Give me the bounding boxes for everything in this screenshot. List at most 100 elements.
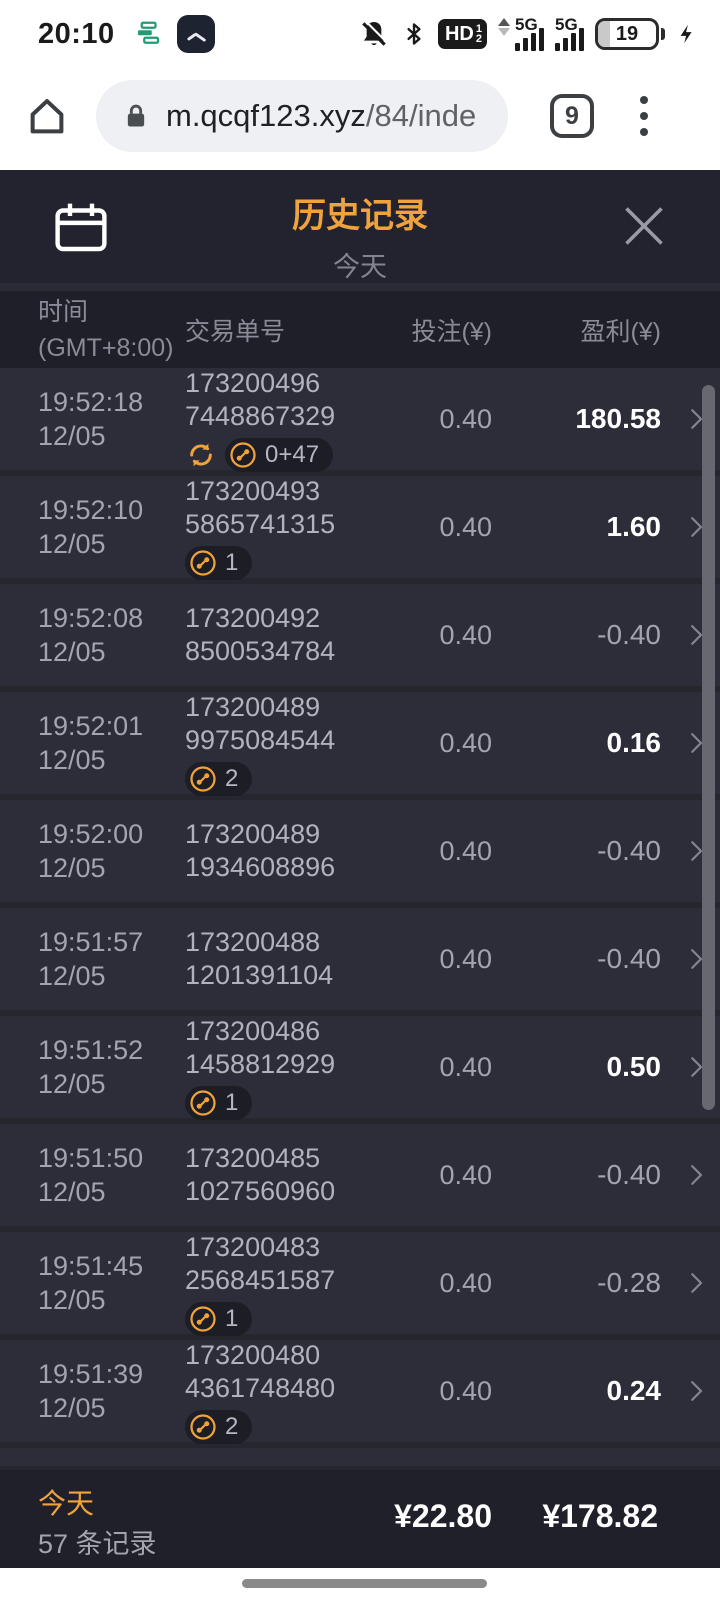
chevron-right-icon[interactable]: [672, 404, 720, 434]
refresh-icon: [185, 439, 217, 471]
signal-sim1-icon: 5G: [515, 15, 544, 51]
swap-icon: [228, 440, 258, 470]
row-bet: 0.40: [439, 1375, 492, 1406]
home-button[interactable]: [24, 93, 70, 139]
badge-count: 1: [225, 548, 239, 576]
chevron-right-icon[interactable]: [672, 1376, 720, 1406]
battery-icon: 19: [595, 18, 665, 50]
row-date: 12/05: [38, 1393, 106, 1423]
table-row[interactable]: 19:51:57 12/05 173200488 1201391104 0.40…: [0, 908, 720, 1010]
chevron-right-icon[interactable]: [672, 620, 720, 650]
row-date: 12/05: [38, 853, 106, 883]
table-row[interactable]: 19:52:18 12/05 173200496 7448867329: [0, 368, 720, 472]
chevron-right-icon[interactable]: [672, 944, 720, 974]
row-date: 12/05: [38, 421, 106, 451]
badge-count: 2: [225, 1412, 239, 1440]
table-row[interactable]: 19:52:01 12/05 173200489 9975084544: [0, 691, 720, 796]
order-line1: 173200489: [185, 691, 321, 722]
chevron-right-icon[interactable]: [672, 836, 720, 866]
badge-pill: 0+47: [225, 437, 334, 472]
order-line2: 1458812929: [185, 1048, 336, 1079]
row-date: 12/05: [38, 1285, 106, 1315]
notifications-muted-icon: [358, 18, 390, 50]
badge-pill: 2: [185, 1409, 253, 1444]
page-subtitle: 今天: [333, 252, 387, 282]
lock-icon: [122, 101, 150, 131]
footer-profit-total: ¥178.82: [542, 1498, 658, 1534]
order-line1: 173200483: [185, 1231, 321, 1262]
row-badges: 2: [185, 1409, 372, 1444]
row-profit: 0.50: [606, 1051, 662, 1082]
page-title: 历史记录: [292, 197, 428, 235]
gesture-handle[interactable]: [242, 1579, 487, 1588]
partial-row: [0, 1448, 720, 1466]
swap-icon: [188, 1412, 218, 1442]
row-badges: 0+47: [185, 437, 372, 472]
row-time: 19:52:10: [38, 495, 144, 525]
tab-count: 9: [565, 101, 579, 130]
header-time: 时间: [38, 297, 89, 326]
data-activity-icon: [498, 18, 510, 50]
badge-pill: 1: [185, 545, 253, 580]
badge-count: 0+47: [265, 440, 320, 468]
scrollbar[interactable]: [702, 385, 715, 1110]
badge-count: 1: [225, 1304, 239, 1332]
panel-header: 历史记录 今天: [0, 170, 720, 283]
row-badges: 1: [185, 1301, 372, 1336]
bluetooth-icon: [401, 19, 427, 49]
row-time: 19:52:00: [38, 819, 144, 849]
table-row[interactable]: 19:51:52 12/05 173200486 1458812929: [0, 1016, 720, 1120]
swap-icon: [188, 1088, 218, 1118]
row-bet: 0.40: [439, 1051, 492, 1082]
row-date: 12/05: [38, 961, 106, 991]
row-time: 19:51:39: [38, 1359, 144, 1389]
charging-bolt-icon: [676, 19, 698, 49]
row-time: 19:51:45: [38, 1251, 144, 1281]
table-row[interactable]: 19:52:08 12/05 173200492 8500534784 0.40…: [0, 584, 720, 686]
table-row[interactable]: 19:52:00 12/05 173200489 1934608896 0.40…: [0, 800, 720, 902]
badge-pill: 1: [185, 1085, 253, 1120]
row-date: 12/05: [38, 1069, 106, 1099]
chevron-right-icon[interactable]: [672, 512, 720, 542]
header-profit: 盈利(¥): [580, 317, 661, 346]
table-row[interactable]: 19:52:10 12/05 173200493 5865741315: [0, 475, 720, 580]
chevron-right-icon[interactable]: [672, 1052, 720, 1082]
row-time: 19:51:57: [38, 927, 144, 957]
browser-menu-button[interactable]: [634, 90, 654, 142]
table-header: 时间 (GMT+8:00) 交易单号 投注(¥) 盈利(¥): [0, 291, 720, 368]
clock-text: 20:10: [38, 17, 115, 50]
table-row[interactable]: 19:51:45 12/05 173200483 2568451587: [0, 1231, 720, 1336]
order-line1: 173200488: [185, 927, 321, 957]
calendar-button[interactable]: [48, 194, 114, 260]
table-row[interactable]: 19:51:39 12/05 173200480 4361748480: [0, 1339, 720, 1444]
row-bet: 0.40: [439, 943, 492, 974]
signal-sim2-icon: 5G: [555, 15, 584, 51]
footer-label: 今天: [38, 1488, 95, 1519]
table-row[interactable]: 19:51:50 12/05 173200485 1027560960 0.40…: [0, 1124, 720, 1226]
badge-pill: 1: [185, 1301, 253, 1336]
row-bet: 0.40: [439, 403, 492, 434]
close-button[interactable]: [614, 196, 674, 256]
order-line1: 173200480: [185, 1339, 321, 1370]
row-profit: -0.40: [597, 1159, 661, 1190]
order-line2: 7448867329: [185, 400, 336, 431]
row-profit: 0.24: [606, 1375, 662, 1406]
tab-switcher-button[interactable]: 9: [550, 94, 594, 138]
header-timezone: (GMT+8:00): [38, 333, 174, 362]
order-line1: 173200492: [185, 603, 321, 633]
chevron-right-icon[interactable]: [672, 1160, 720, 1190]
row-time: 19:52:08: [38, 603, 144, 633]
order-line1: 173200489: [185, 819, 321, 849]
chevron-right-icon[interactable]: [672, 1268, 720, 1298]
row-date: 12/05: [38, 637, 106, 667]
order-line2: 8500534784: [185, 636, 336, 666]
row-bet: 0.40: [439, 619, 492, 650]
header-bet: 投注(¥): [411, 317, 492, 346]
row-badges: 2: [185, 761, 372, 796]
row-time: 19:51:52: [38, 1035, 144, 1065]
row-profit: -0.40: [597, 943, 661, 974]
url-bar[interactable]: m.qcqf123.xyz/84/inde: [96, 80, 508, 152]
chevron-right-icon[interactable]: [672, 728, 720, 758]
order-line1: 173200493: [185, 475, 321, 506]
